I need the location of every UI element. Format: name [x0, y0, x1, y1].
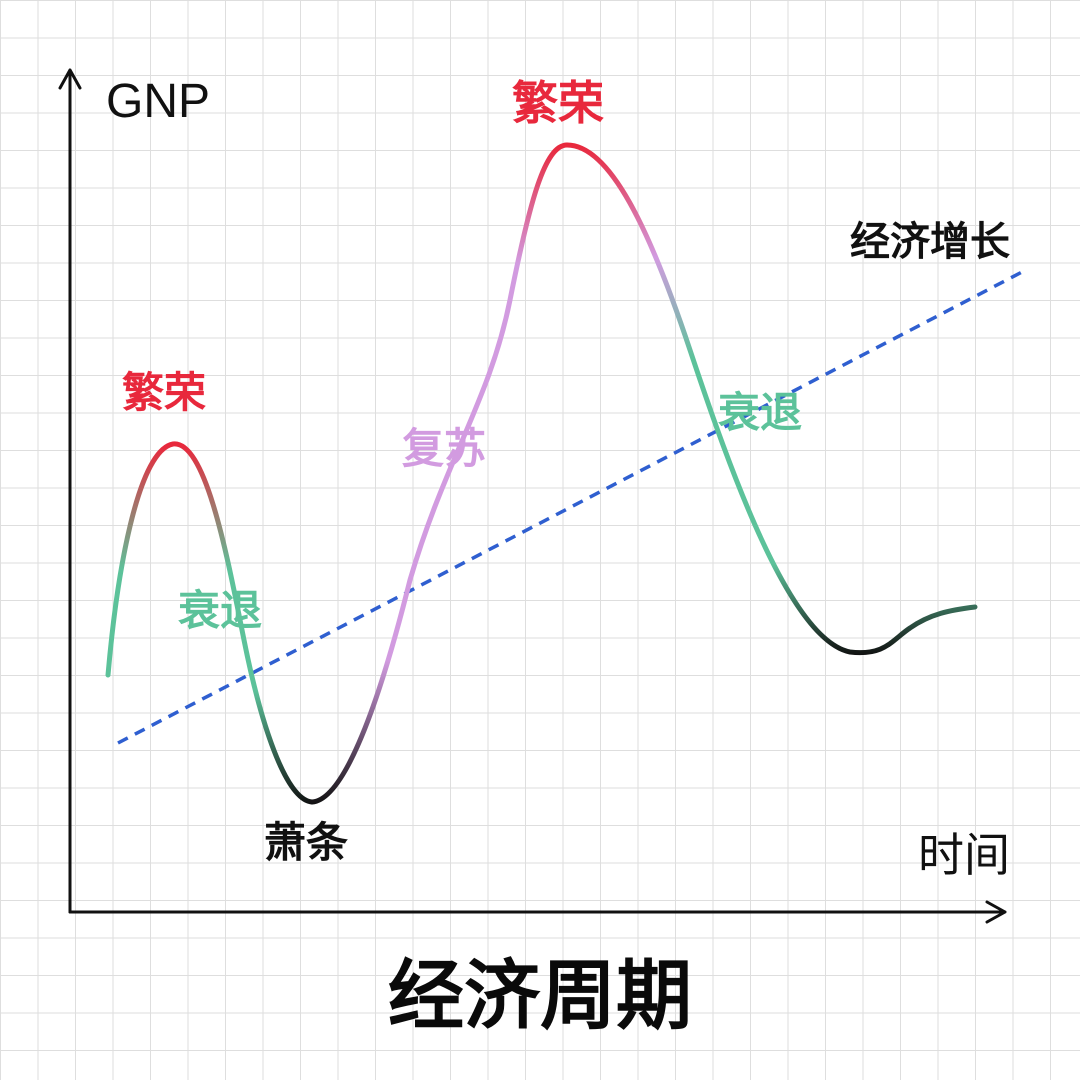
diagram-title: 经济周期	[388, 951, 692, 1040]
label-recession-2: 衰退	[718, 388, 803, 437]
x-axis-label: 时间	[918, 829, 1010, 881]
cycle-curve-prosperity-to-depression	[105, 441, 315, 805]
y-axis-label: GNP	[106, 75, 211, 128]
cycle-curve-recovery-to-prosperity	[309, 142, 570, 805]
y-axis	[58, 68, 82, 914]
label-recession-1: 衰退	[178, 586, 263, 635]
label-economic-growth: 经济增长	[850, 219, 1010, 265]
label-prosperity-2: 繁荣	[512, 76, 604, 130]
growth-trend-line	[117, 270, 1023, 745]
label-recovery: 复苏	[402, 424, 487, 473]
x-axis	[68, 900, 1007, 924]
label-prosperity-1: 繁荣	[122, 368, 207, 417]
label-depression: 萧条	[264, 818, 349, 867]
cycle-curve-recession-to-trough	[564, 142, 978, 656]
